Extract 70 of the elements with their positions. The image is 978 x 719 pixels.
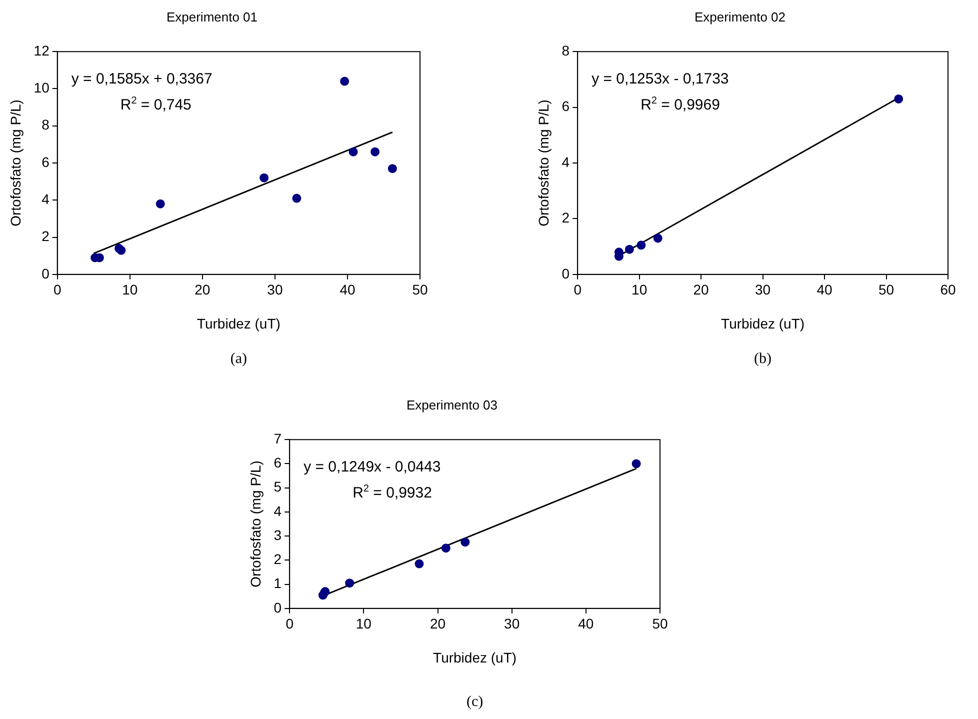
x-tick-label: 40: [816, 282, 833, 298]
point: [370, 147, 380, 156]
y-tick-label: 7: [274, 430, 282, 446]
point: [441, 544, 450, 553]
y-tick-label: 2: [274, 551, 282, 568]
x-tick-label: 0: [286, 616, 294, 632]
annotation: y = 0,1253x - 0,1733: [592, 70, 729, 88]
point: [348, 147, 358, 156]
y-tick-label: 2: [42, 228, 50, 244]
x-tick-label: 0: [574, 282, 582, 298]
text: (c): [466, 694, 484, 710]
x-tick-label: 30: [755, 282, 771, 298]
y-tick-label: 6: [42, 154, 50, 170]
y-tick-label: 2: [562, 210, 570, 226]
y-tick-label: 1: [274, 575, 282, 592]
text: (a): [230, 351, 248, 367]
point: [260, 173, 269, 182]
x-tick-label: 10: [632, 282, 648, 298]
chart-title: Experimento 01: [166, 9, 258, 24]
x-tick-label: 10: [356, 616, 372, 632]
x-tick-label: 50: [412, 282, 428, 298]
point: [894, 94, 904, 104]
x-tick-label: 20: [194, 282, 210, 298]
y-tick-label: 5: [274, 478, 282, 495]
x-tick-label: 20: [693, 282, 710, 298]
x-tick-label: 50: [652, 616, 668, 632]
point: [636, 240, 646, 250]
y-axis-title: Ortofosfato (mg P/L): [7, 100, 24, 226]
y-tick-label: 10: [34, 80, 50, 96]
annotation: y = 0,1249x - 0,0443: [304, 458, 441, 476]
chart-title: Experimento 03: [406, 397, 498, 412]
y-axis-title: Ortofosfato (mg P/L): [535, 100, 552, 226]
y-tick-label: 6: [274, 454, 282, 471]
point: [632, 459, 641, 468]
point: [653, 234, 662, 243]
y-axis-title: Ortofosfato (mg P/L): [247, 460, 264, 588]
y-tick-label: 4: [562, 154, 570, 170]
chart-title: Experimento 02: [694, 9, 786, 24]
point: [460, 538, 470, 547]
x-tick-label: 40: [578, 616, 594, 632]
x-tick-label: 20: [430, 616, 446, 632]
y-tick-label: 12: [34, 42, 50, 58]
x-axis-title: Turbidez (uT): [433, 649, 517, 666]
y-tick-label: 8: [42, 116, 50, 133]
point: [414, 559, 424, 568]
x-tick-label: 50: [878, 282, 894, 298]
x-tick-label: 0: [53, 282, 62, 298]
y-tick-label: 4: [42, 190, 50, 207]
x-tick-label: 10: [122, 282, 138, 298]
x-tick-label: 30: [504, 616, 520, 632]
x-tick-label: 60: [940, 282, 956, 298]
y-tick-label: 3: [274, 526, 282, 543]
point: [345, 578, 354, 588]
y-tick-label: 8: [562, 42, 570, 58]
y-tick-label: 4: [274, 502, 282, 519]
x-tick-label: 30: [267, 282, 283, 298]
point: [624, 244, 634, 254]
annotation: y = 0,1585x + 0,3367: [71, 70, 212, 88]
point: [340, 76, 350, 86]
text: (b): [754, 351, 772, 367]
point: [156, 199, 165, 208]
y-tick-label: 0: [274, 599, 282, 616]
y-tick-label: 0: [42, 265, 50, 282]
x-tick-label: 40: [340, 282, 356, 298]
x-axis-title: Turbidez (uT): [721, 315, 805, 332]
y-tick-label: 0: [562, 265, 570, 282]
y-tick-label: 6: [562, 98, 570, 114]
x-axis-title: Turbidez (uT): [196, 315, 280, 332]
point: [292, 194, 302, 203]
point: [388, 164, 397, 174]
